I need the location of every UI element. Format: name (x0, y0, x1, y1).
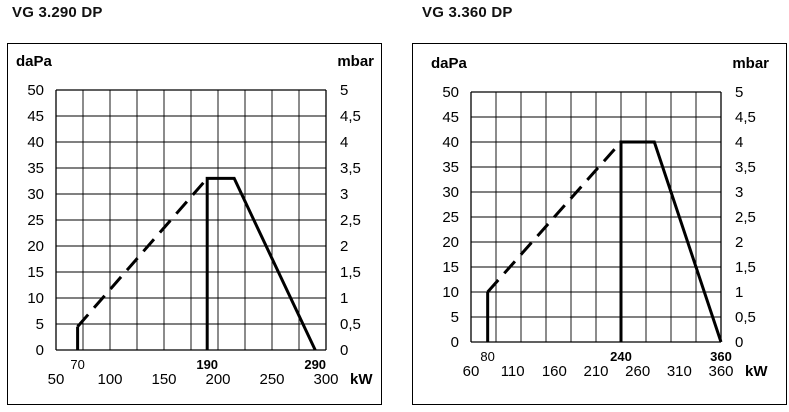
chart-panel: 0 5 10 15 20 25 30 35 40 45 50 0 0,5 1 1,5 2 2,5 3 3,5 4 4,5… (7, 43, 382, 405)
y-tick-label-right: 0,5 (340, 316, 361, 333)
y-tick-label-right: 2 (340, 238, 348, 255)
boundary-marker-label: 240 (610, 349, 632, 364)
y-tick-label-right: 4,5 (340, 108, 361, 125)
y-tick-label-right: 3,5 (340, 160, 361, 177)
working-field-dashed-line (76, 177, 209, 328)
y-tick-label-left: 5 (36, 316, 44, 333)
x-axis-label: kW (350, 371, 373, 388)
y-tick-label-left: 35 (27, 160, 44, 177)
working-field-dashed-line (486, 141, 623, 293)
y-tick-label-left: 25 (27, 212, 44, 229)
y-tick-label-left: 35 (442, 159, 459, 176)
y-tick-label-left: 45 (27, 108, 44, 125)
y-axis-label-left: daPa (16, 53, 53, 70)
y-tick-label-right: 1 (340, 290, 348, 307)
y-tick-label-right: 4 (340, 134, 348, 151)
working-field-solid-line (619, 140, 723, 343)
y-tick-label-right: 3 (735, 184, 743, 201)
boundary-marker-label: 190 (196, 357, 218, 372)
chart-title: VG 3.290 DP (12, 4, 103, 21)
x-tick-label: 260 (625, 363, 650, 380)
y-tick-label-right: 2,5 (340, 212, 361, 229)
y-tick-label-left: 30 (27, 186, 44, 203)
y-tick-label-right: 5 (340, 82, 348, 99)
y-tick-label-left: 30 (442, 184, 459, 201)
y-tick-label-left: 40 (27, 134, 44, 151)
y-tick-label-right: 1,5 (735, 259, 756, 276)
x-tick-label: 300 (313, 371, 338, 388)
x-tick-label: 100 (97, 371, 122, 388)
y-tick-label-right: 4,5 (735, 109, 756, 126)
boundary-marker-label: 80 (480, 349, 494, 364)
boundary-marker-label: 70 (70, 357, 84, 372)
chart-panel: 0 5 10 15 20 25 30 35 40 45 50 0 0,5 1 1,5 2 2,5 3 3,5 4 4,5… (412, 43, 787, 405)
pressure-power-chart: 0510152025303540455000,511,522,533,544,5… (16, 53, 374, 388)
y-tick-label-left: 15 (27, 264, 44, 281)
x-tick-label: 310 (667, 363, 692, 380)
x-tick-label: 110 (501, 363, 525, 380)
y-tick-label-right: 0 (340, 342, 348, 359)
y-tick-label-right: 3 (340, 186, 348, 203)
y-tick-label-left: 40 (442, 134, 459, 151)
x-tick-label: 200 (205, 371, 230, 388)
x-tick-label: 60 (463, 363, 480, 380)
y-tick-label-left: 25 (442, 209, 459, 226)
x-tick-label: 250 (259, 371, 284, 388)
working-field-solid-line (205, 176, 317, 351)
y-tick-label-right: 5 (735, 84, 743, 101)
y-tick-label-right: 2,5 (735, 209, 756, 226)
y-tick-label-left: 45 (442, 109, 459, 126)
y-tick-label-left: 50 (442, 84, 459, 101)
pressure-power-chart: 0 5 10 15 20 25 30 35 40 45 50 0 0,5 1 1,5 2 2,5 3 3,5 4 4,5… (431, 55, 769, 380)
y-tick-label-left: 20 (27, 238, 44, 255)
x-tick-label: 210 (583, 363, 608, 380)
boundary-marker-label: 360 (710, 349, 732, 364)
x-tick-label: 360 (708, 363, 733, 380)
x-tick-label: 160 (542, 363, 567, 380)
y-tick-label-left: 10 (442, 284, 459, 301)
x-tick-label: 150 (151, 371, 176, 388)
y-tick-label-left: 50 (27, 82, 44, 99)
boundary-marker-label: 290 (304, 357, 326, 372)
y-tick-label-right: 1,5 (340, 264, 361, 281)
y-tick-label-right: 4 (735, 134, 743, 151)
y-tick-label-right: 0,5 (735, 309, 756, 326)
chart-title: VG 3.360 DP (422, 4, 513, 21)
y-axis-label-left: daPa (431, 55, 468, 72)
y-axis-label-right: mbar (337, 53, 374, 70)
y-tick-label-right: 0 (735, 334, 743, 351)
y-tick-label-right: 2 (735, 234, 743, 251)
y-tick-label-left: 10 (27, 290, 44, 307)
y-tick-label-left: 20 (442, 234, 459, 251)
y-tick-label-left: 15 (442, 259, 459, 276)
y-tick-label-right: 1 (735, 284, 743, 301)
x-tick-label: 50 (48, 371, 65, 388)
y-tick-label-left: 0 (36, 342, 44, 359)
y-tick-label-left: 5 (451, 309, 459, 326)
y-axis-label-right: mbar (732, 55, 769, 72)
y-tick-label-right: 3,5 (735, 159, 756, 176)
x-axis-label: kW (745, 363, 768, 380)
y-tick-label-left: 0 (451, 334, 459, 351)
